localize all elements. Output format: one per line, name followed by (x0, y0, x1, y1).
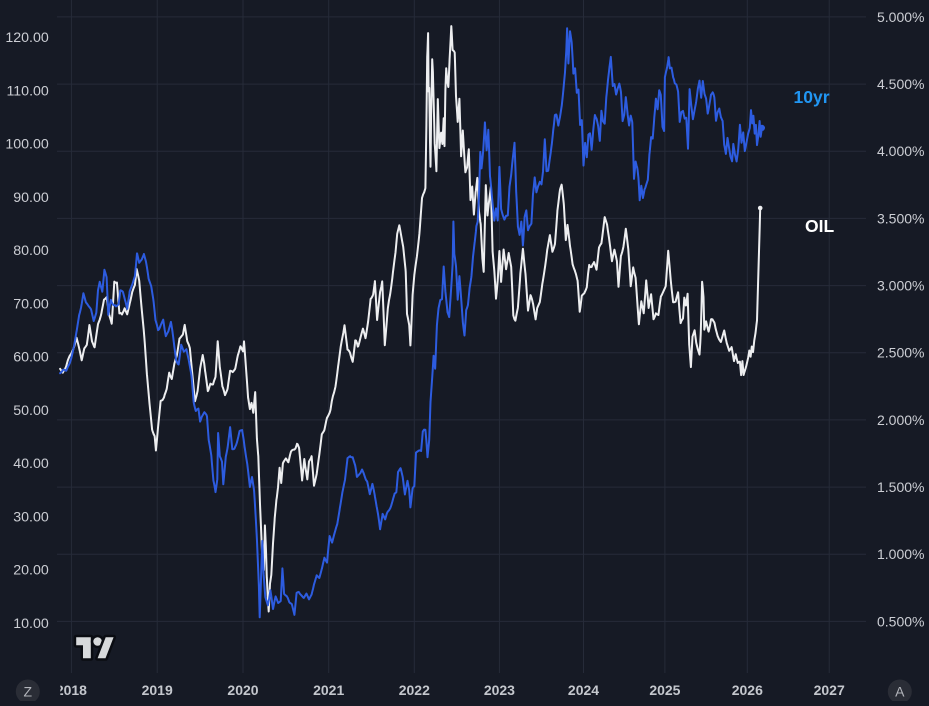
svg-text:20.00: 20.00 (13, 563, 49, 579)
svg-text:10yr: 10yr (794, 87, 830, 107)
svg-text:2026: 2026 (732, 682, 763, 698)
svg-text:80.00: 80.00 (13, 243, 49, 259)
svg-text:2.000%: 2.000% (877, 412, 924, 428)
svg-text:120.00: 120.00 (5, 30, 49, 46)
svg-text:4.500%: 4.500% (877, 76, 924, 92)
svg-text:10.00: 10.00 (13, 616, 49, 632)
svg-text:OIL: OIL (805, 216, 834, 236)
svg-text:3.500%: 3.500% (877, 210, 924, 226)
svg-text:100.00: 100.00 (5, 137, 49, 153)
svg-text:2019: 2019 (142, 682, 173, 698)
svg-text:50.00: 50.00 (13, 403, 49, 419)
svg-text:30.00: 30.00 (13, 510, 49, 526)
svg-text:2.500%: 2.500% (877, 345, 924, 361)
svg-text:2023: 2023 (484, 682, 515, 698)
svg-text:5.000%: 5.000% (877, 9, 924, 25)
svg-text:2021: 2021 (313, 682, 344, 698)
svg-text:2027: 2027 (814, 682, 845, 698)
svg-text:A: A (895, 684, 905, 700)
svg-text:60.00: 60.00 (13, 350, 49, 366)
svg-text:2018: 2018 (56, 682, 87, 698)
svg-text:70.00: 70.00 (13, 296, 49, 312)
svg-text:0.500%: 0.500% (877, 613, 924, 629)
svg-text:4.000%: 4.000% (877, 143, 924, 159)
svg-text:Z: Z (24, 684, 33, 700)
svg-text:2024: 2024 (568, 682, 599, 698)
svg-text:1.000%: 1.000% (877, 546, 924, 562)
svg-text:2022: 2022 (399, 682, 430, 698)
svg-text:1.500%: 1.500% (877, 479, 924, 495)
svg-text:110.00: 110.00 (6, 83, 48, 99)
svg-text:40.00: 40.00 (13, 456, 49, 472)
svg-text:2025: 2025 (649, 682, 680, 698)
svg-text:3.000%: 3.000% (877, 278, 924, 294)
svg-text:90.00: 90.00 (13, 190, 49, 206)
svg-text:2020: 2020 (227, 682, 258, 698)
